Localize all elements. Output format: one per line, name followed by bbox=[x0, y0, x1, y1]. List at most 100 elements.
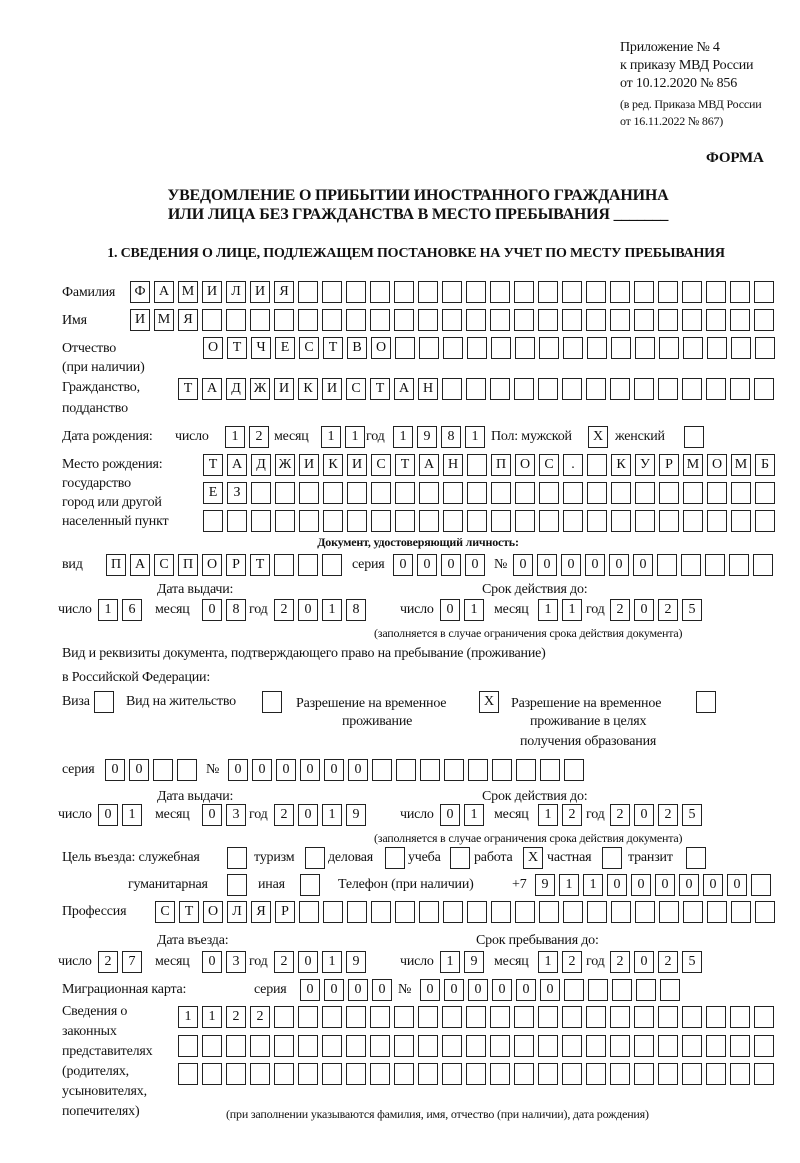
checkbox-cell[interactable] bbox=[305, 847, 325, 869]
char-cell[interactable] bbox=[371, 482, 391, 504]
char-cell[interactable] bbox=[754, 281, 774, 303]
char-cell[interactable]: А bbox=[130, 554, 150, 576]
char-cell[interactable] bbox=[611, 482, 631, 504]
checkbox-cell[interactable]: X bbox=[523, 847, 543, 869]
char-cell[interactable]: 8 bbox=[346, 599, 366, 621]
char-cell[interactable] bbox=[203, 510, 223, 532]
char-cell[interactable] bbox=[418, 281, 438, 303]
char-cell[interactable] bbox=[564, 979, 584, 1001]
char-cell[interactable] bbox=[753, 554, 773, 576]
char-cell[interactable] bbox=[370, 1006, 390, 1028]
char-cell[interactable] bbox=[515, 901, 535, 923]
char-cell[interactable]: 5 bbox=[682, 951, 702, 973]
char-cell[interactable]: Е bbox=[275, 337, 295, 359]
char-cell[interactable] bbox=[751, 874, 771, 896]
char-cell[interactable] bbox=[682, 1035, 702, 1057]
char-cell[interactable] bbox=[322, 554, 342, 576]
char-cell[interactable] bbox=[611, 510, 631, 532]
char-cell[interactable] bbox=[443, 337, 463, 359]
char-cell[interactable]: 9 bbox=[346, 804, 366, 826]
char-cell[interactable] bbox=[538, 281, 558, 303]
checkbox-cell[interactable] bbox=[262, 691, 282, 713]
checkbox-cell[interactable] bbox=[696, 691, 716, 713]
char-cell[interactable]: 0 bbox=[417, 554, 437, 576]
char-cell[interactable]: 2 bbox=[610, 599, 630, 621]
char-cell[interactable] bbox=[683, 482, 703, 504]
char-cell[interactable] bbox=[226, 1035, 246, 1057]
char-cell[interactable] bbox=[658, 378, 678, 400]
char-cell[interactable] bbox=[730, 378, 750, 400]
char-cell[interactable] bbox=[539, 337, 559, 359]
char-cell[interactable]: О bbox=[203, 901, 223, 923]
char-cell[interactable] bbox=[634, 281, 654, 303]
char-cell[interactable]: О bbox=[707, 454, 727, 476]
char-cell[interactable] bbox=[322, 309, 342, 331]
char-cell[interactable] bbox=[466, 281, 486, 303]
char-cell[interactable] bbox=[299, 482, 319, 504]
char-cell[interactable] bbox=[587, 482, 607, 504]
char-cell[interactable]: Е bbox=[203, 482, 223, 504]
char-cell[interactable] bbox=[466, 1035, 486, 1057]
char-cell[interactable]: 3 bbox=[226, 951, 246, 973]
char-cell[interactable]: 2 bbox=[274, 599, 294, 621]
char-cell[interactable] bbox=[658, 281, 678, 303]
char-cell[interactable] bbox=[634, 1006, 654, 1028]
char-cell[interactable] bbox=[395, 482, 415, 504]
char-cell[interactable] bbox=[588, 979, 608, 1001]
char-cell[interactable] bbox=[539, 482, 559, 504]
char-cell[interactable]: 5 bbox=[682, 599, 702, 621]
char-cell[interactable]: 0 bbox=[634, 804, 654, 826]
char-cell[interactable] bbox=[371, 901, 391, 923]
char-cell[interactable] bbox=[442, 378, 462, 400]
char-cell[interactable] bbox=[250, 1063, 270, 1085]
char-cell[interactable]: Ч bbox=[251, 337, 271, 359]
char-cell[interactable] bbox=[394, 1006, 414, 1028]
char-cell[interactable] bbox=[659, 510, 679, 532]
char-cell[interactable]: 0 bbox=[585, 554, 605, 576]
char-cell[interactable]: У bbox=[635, 454, 655, 476]
char-cell[interactable]: 1 bbox=[322, 951, 342, 973]
char-cell[interactable] bbox=[586, 281, 606, 303]
char-cell[interactable]: 8 bbox=[226, 599, 246, 621]
char-cell[interactable] bbox=[707, 510, 727, 532]
char-cell[interactable] bbox=[706, 281, 726, 303]
char-cell[interactable] bbox=[177, 759, 197, 781]
char-cell[interactable] bbox=[467, 901, 487, 923]
char-cell[interactable]: И bbox=[202, 281, 222, 303]
char-cell[interactable] bbox=[538, 378, 558, 400]
char-cell[interactable] bbox=[250, 1035, 270, 1057]
char-cell[interactable]: 0 bbox=[607, 874, 627, 896]
char-cell[interactable] bbox=[466, 378, 486, 400]
char-cell[interactable]: 1 bbox=[122, 804, 142, 826]
char-cell[interactable]: 1 bbox=[178, 1006, 198, 1028]
char-cell[interactable]: М bbox=[731, 454, 751, 476]
char-cell[interactable] bbox=[444, 759, 464, 781]
char-cell[interactable] bbox=[540, 759, 560, 781]
char-cell[interactable] bbox=[467, 482, 487, 504]
char-cell[interactable] bbox=[681, 554, 701, 576]
char-cell[interactable] bbox=[274, 309, 294, 331]
char-cell[interactable] bbox=[562, 378, 582, 400]
char-cell[interactable]: 2 bbox=[249, 426, 269, 448]
char-cell[interactable] bbox=[226, 309, 246, 331]
char-cell[interactable] bbox=[706, 309, 726, 331]
char-cell[interactable]: 0 bbox=[703, 874, 723, 896]
char-cell[interactable]: 0 bbox=[516, 979, 536, 1001]
char-cell[interactable] bbox=[418, 1063, 438, 1085]
char-cell[interactable] bbox=[660, 979, 680, 1001]
char-cell[interactable]: 1 bbox=[440, 951, 460, 973]
char-cell[interactable]: 0 bbox=[252, 759, 272, 781]
char-cell[interactable]: 1 bbox=[538, 804, 558, 826]
char-cell[interactable] bbox=[706, 1035, 726, 1057]
char-cell[interactable] bbox=[562, 1063, 582, 1085]
char-cell[interactable]: Т bbox=[227, 337, 247, 359]
char-cell[interactable] bbox=[202, 1035, 222, 1057]
char-cell[interactable] bbox=[298, 1035, 318, 1057]
char-cell[interactable] bbox=[730, 1063, 750, 1085]
char-cell[interactable] bbox=[467, 510, 487, 532]
char-cell[interactable]: И bbox=[347, 454, 367, 476]
char-cell[interactable] bbox=[586, 309, 606, 331]
char-cell[interactable]: Р bbox=[226, 554, 246, 576]
char-cell[interactable]: А bbox=[419, 454, 439, 476]
char-cell[interactable]: 0 bbox=[655, 874, 675, 896]
